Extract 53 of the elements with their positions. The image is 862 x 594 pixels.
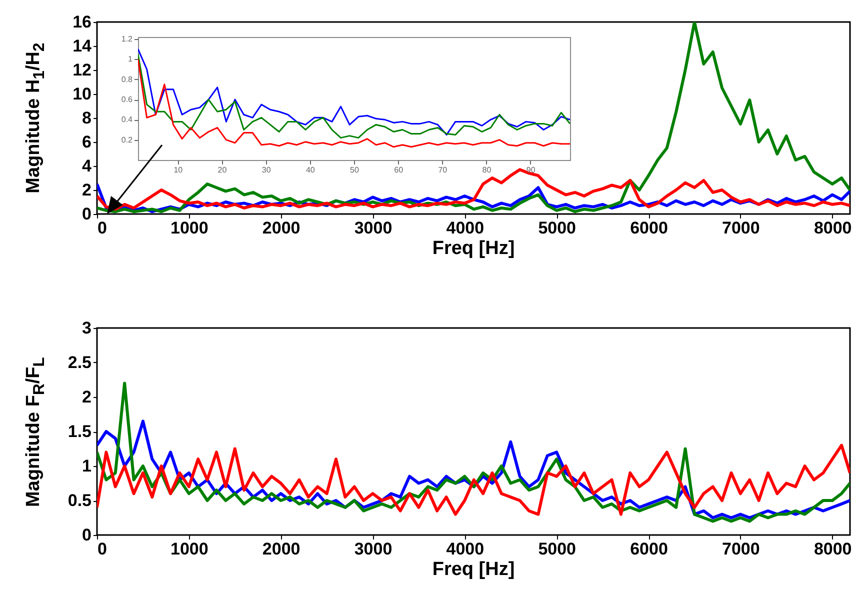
x-tick-label: 3000 (354, 540, 392, 558)
x-tick-label: 8000 (814, 540, 852, 558)
x-tick-label: 90 (526, 166, 536, 174)
y-tick-label: 10 (72, 84, 92, 104)
x-tick-label: 40 (306, 166, 316, 174)
y-tick-label: 16 (72, 12, 92, 32)
x-tick-label: 50 (350, 166, 360, 174)
x-tick-label: 1000 (170, 540, 208, 558)
x-tick-label: 80 (482, 166, 492, 174)
x-tick-label: 4000 (446, 540, 484, 558)
x-tick-label: 3000 (354, 218, 392, 238)
y-tick-label: 4 (82, 156, 92, 176)
line-series (97, 382, 850, 523)
x-tick-label: 4000 (446, 218, 484, 238)
y-tick-label: 1.2 (121, 34, 134, 44)
x-tick-label: 2000 (262, 540, 300, 558)
x-tick-label: 8000 (814, 218, 852, 238)
x-tick-label: 70 (438, 166, 448, 174)
x-tick-label: 5000 (538, 540, 576, 558)
x-tick-label: 20 (218, 166, 228, 174)
y-tick-label: 0.2 (121, 135, 134, 144)
y-tick-label: 0 (82, 204, 92, 224)
x-tick-label: 7000 (722, 218, 760, 238)
x-tick-label: 60 (394, 166, 404, 174)
y-tick-label: 0 (82, 526, 92, 544)
x-tick-label: 5000 (538, 218, 576, 238)
x-tick-label: 30 (262, 166, 272, 174)
x-tick-label: 10 (174, 166, 184, 174)
y-tick-label: 0.4 (121, 115, 134, 124)
x-tick-label: 0 (98, 218, 107, 238)
y-tick-label: 2.5 (68, 353, 92, 372)
x-tick-label: 1000 (170, 218, 208, 238)
y-tick-label: 1.5 (68, 422, 92, 441)
x-axis-title: Freq [Hz] (432, 559, 515, 581)
y-tick-label: 12 (72, 60, 92, 80)
y-tick-label: 1 (128, 54, 134, 64)
y-tick-label: 3 (82, 318, 92, 338)
x-tick-label: 6000 (630, 218, 668, 238)
line-series (97, 444, 850, 516)
y-tick-label: 8 (82, 108, 92, 128)
y-tick-label: 2 (82, 180, 92, 200)
y-tick-label: 0.5 (68, 491, 92, 510)
x-axis-title: Freq [Hz] (432, 238, 515, 260)
x-tick-label: 6000 (630, 540, 668, 558)
y-tick-label: 0.8 (121, 74, 134, 84)
x-tick-label: 0 (98, 540, 107, 558)
y-tick-label: 0.6 (121, 95, 134, 104)
x-tick-label: 7000 (722, 540, 760, 558)
y-tick-label: 14 (72, 36, 92, 56)
y-tick-label: 1 (82, 456, 92, 476)
y-tick-label: 6 (82, 132, 92, 152)
x-tick-label: 2000 (262, 218, 300, 238)
y-tick-label: 2 (82, 388, 92, 406)
